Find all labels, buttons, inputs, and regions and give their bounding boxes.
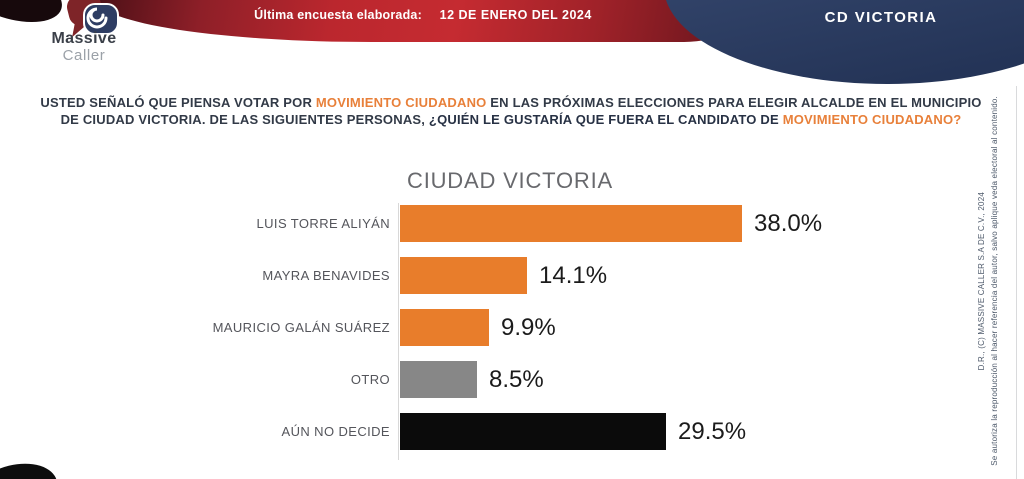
bar-value-label: 9.9% bbox=[501, 313, 556, 341]
chart-row: AÚN NO DECIDE 29.5% bbox=[58, 413, 848, 450]
right-edge-rule bbox=[1016, 86, 1017, 479]
question-highlight-mc-2: MOVIMIENTO CIUDADANO? bbox=[782, 112, 962, 127]
bar-category-label: LUIS TORRE ALIYÁN bbox=[256, 216, 390, 231]
corner-decoration-bottom-left bbox=[0, 455, 64, 479]
bar-category-label: MAYRA BENAVIDES bbox=[262, 268, 390, 283]
region-banner-label: CD VICTORIA bbox=[824, 9, 938, 26]
question-highlight-mc-1: MOVIMIENTO CIUDADANO bbox=[315, 95, 487, 110]
bar-category-label: MAURICIO GALÁN SUÁREZ bbox=[212, 320, 390, 335]
bar bbox=[400, 361, 477, 398]
bar-category-label: AÚN NO DECIDE bbox=[281, 424, 390, 439]
logo-text-caller: Caller bbox=[62, 47, 106, 64]
bar-value-label: 14.1% bbox=[539, 261, 608, 289]
survey-date-value: 12 DE ENERO DEL 2024 bbox=[439, 8, 592, 22]
copyright-vertical-note: D.R., (C) MASSIVE CALLER S.A DE C.V., 20… bbox=[977, 88, 1000, 474]
logo-text-massive: Massive bbox=[51, 30, 117, 47]
chart-row: LUIS TORRE ALIYÁN 38.0% bbox=[58, 205, 848, 242]
chart-row: MAYRA BENAVIDES 14.1% bbox=[58, 257, 848, 294]
copyright-line: D.R., (C) MASSIVE CALLER S.A DE C.V., 20… bbox=[977, 191, 986, 371]
survey-question: USTED SEÑALÓ QUE PIENSA VOTAR POR MOVIMI… bbox=[36, 94, 986, 128]
chart-title: CIUDAD VICTORIA bbox=[407, 168, 613, 193]
bar-value-label: 29.5% bbox=[678, 417, 747, 445]
chart-row: OTRO 8.5% bbox=[58, 361, 848, 398]
question-part-1: USTED SEÑALÓ QUE PIENSA VOTAR POR bbox=[40, 95, 316, 110]
question-part-2: EN LAS PRÓXIMAS ELECCIONES PARA ELEGIR A… bbox=[60, 95, 982, 127]
survey-date-banner: Última encuesta elaborada: 12 DE ENERO D… bbox=[98, 0, 748, 42]
chart-row: MAURICIO GALÁN SUÁREZ 9.9% bbox=[58, 309, 848, 346]
bar bbox=[400, 309, 489, 346]
bar-category-label: OTRO bbox=[350, 372, 390, 387]
bar-value-label: 8.5% bbox=[489, 365, 544, 393]
bar bbox=[400, 413, 666, 450]
authorization-line: Se autoriza la reproducción al hacer ref… bbox=[990, 96, 999, 466]
bar bbox=[400, 257, 527, 294]
chart-rows: LUIS TORRE ALIYÁN 38.0% MAYRA BENAVIDES 14.… bbox=[58, 205, 848, 450]
massive-caller-logo-icon bbox=[66, 0, 119, 38]
question-highlight-navy: ¿QUIÉN LE GUSTARÍA QUE FUERA EL CANDIDAT… bbox=[428, 112, 783, 127]
survey-date-label: Última encuesta elaborada: bbox=[254, 8, 422, 22]
chart-axis-line bbox=[398, 203, 399, 460]
bar bbox=[400, 205, 742, 242]
bar-value-label: 38.0% bbox=[754, 209, 823, 237]
